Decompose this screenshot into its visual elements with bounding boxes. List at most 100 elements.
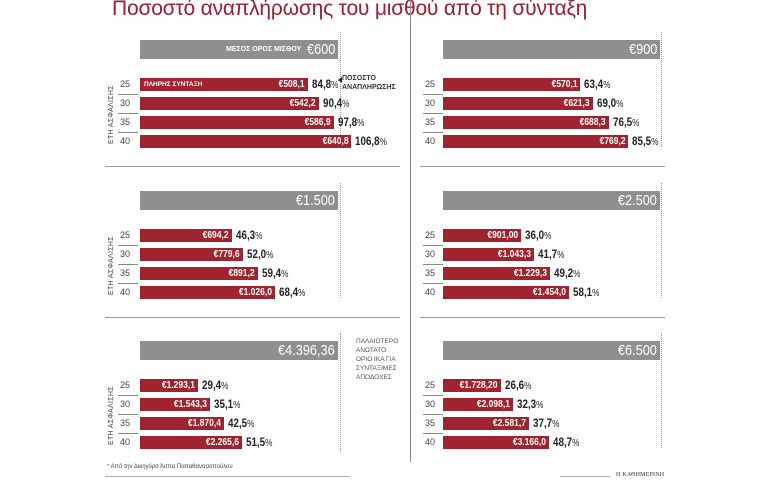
- replacement-rate-label: 26,6%: [505, 379, 531, 393]
- tick-separator: [118, 414, 138, 415]
- percent-sign: %: [536, 400, 544, 411]
- salary-value: €900: [628, 41, 657, 58]
- replacement-rate-value: 46,3: [235, 228, 255, 242]
- replacement-rate-value: 76,5: [612, 115, 633, 129]
- tick-separator: [423, 113, 443, 114]
- bar-value-label: €779,6: [213, 249, 240, 260]
- replacement-rate-value: 29,4: [202, 378, 222, 392]
- replacement-rate-value: 69,0: [596, 96, 616, 110]
- percent-annotation-line1: ΠΟΣΟΣΤΟ: [342, 75, 376, 82]
- percent-sign: %: [330, 80, 339, 91]
- tick-separator: [423, 264, 443, 265]
- percent-sign: %: [603, 80, 611, 91]
- tick-separator: [118, 132, 138, 133]
- cap-note: ΠΑΛΑΙΟΤΕΡΟ ΑΝΩΤΑΤΟ ΟΡΙΟ ΙΚΑ ΓΙΑ ΣΥΝΤΑΞΙΜ…: [356, 337, 398, 382]
- pension-bar: €2.581,7: [443, 417, 530, 430]
- y-axis-label: ΕΤΗ ΑΣΦΑΛΙΣΗΣ: [108, 85, 115, 144]
- bar-value-label: €1.229,3: [513, 268, 547, 279]
- tick-separator: [423, 245, 443, 246]
- replacement-rate-value: 51,5: [246, 435, 266, 449]
- replacement-rate-label: 49,2%: [554, 267, 580, 281]
- salary-reference-bar: €600 ΜΕΣΟΣ ΟΡΟΣ ΜΙΣΘΟΥ: [140, 40, 338, 59]
- tick-label-years: 35: [120, 268, 131, 278]
- footer-line: [105, 476, 350, 477]
- bar-value-label: €769,2: [599, 136, 626, 147]
- percent-sign: %: [265, 438, 273, 449]
- percent-sign: %: [523, 381, 532, 392]
- replacement-rate-label: 68,4%: [279, 286, 305, 300]
- footer-line: [560, 476, 610, 477]
- replacement-rate-value: 37,7: [533, 416, 553, 430]
- tick-label-years: 30: [120, 98, 131, 108]
- tick-separator: [118, 395, 138, 396]
- pension-bar: €1.026,0: [140, 286, 276, 299]
- pension-bar: €1.454,0: [443, 286, 570, 299]
- tick-label-years: 25: [425, 79, 436, 89]
- tick-label-years: 35: [120, 117, 131, 127]
- bar-value-label: €1.026,0: [239, 287, 273, 298]
- percent-sign: %: [356, 118, 365, 129]
- pension-bar: €621,3: [443, 97, 593, 110]
- replacement-rate-label: 29,4%: [202, 379, 228, 393]
- replacement-rate-label: 84,8%: [312, 78, 338, 92]
- replacement-rate-value: 84,8: [311, 77, 331, 91]
- pension-bar: €891,2: [140, 267, 258, 280]
- pension-bar: €1.043,3: [443, 248, 534, 261]
- bar-value-label: €542,2: [289, 98, 316, 109]
- replacement-rate-value: 63,4: [584, 77, 604, 91]
- tick-label-years: 25: [120, 79, 131, 89]
- replacement-rate-label: 85,5%: [632, 135, 658, 149]
- tick-label-years: 40: [425, 136, 436, 146]
- cap-note-line: ΟΡΙΟ ΙΚΑ ΓΙΑ: [356, 356, 396, 363]
- replacement-rate-value: 68,4: [279, 285, 299, 299]
- y-axis-label: ΕΤΗ ΑΣΦΑΛΙΣΗΣ: [108, 236, 115, 295]
- salary-reference-bar: €1.500: [140, 191, 338, 210]
- pension-bar: €640,8: [140, 135, 352, 148]
- horizontal-divider: [105, 166, 400, 167]
- replacement-rate-value: 58,1: [573, 285, 593, 299]
- replacement-rate-label: 52,0%: [247, 248, 273, 262]
- percent-sign: %: [572, 269, 581, 280]
- tick-label-years: 25: [425, 230, 436, 240]
- percent-sign: %: [247, 419, 255, 430]
- tick-separator: [423, 414, 443, 415]
- bar-value-label: €1.043,3: [497, 249, 531, 260]
- bar-value-label: €621,3: [563, 98, 590, 109]
- replacement-rate-value: 41,7: [537, 247, 557, 261]
- horizontal-divider: [105, 317, 400, 318]
- replacement-rate-label: 90,4%: [323, 97, 349, 111]
- bar-value-label: €1.728,20: [459, 380, 498, 391]
- salary-reference-bar: €900: [443, 40, 660, 59]
- salary-reference-bar: €4.396,36: [140, 341, 338, 360]
- percent-sign: %: [571, 438, 580, 449]
- pension-bar: €1.870,4: [140, 417, 225, 430]
- percent-sign: %: [254, 231, 263, 242]
- replacement-rate-value: 49,2: [553, 266, 573, 280]
- percent-annotation-line2: ΑΝΑΠΛΗΡΩΣΗΣ: [342, 84, 396, 91]
- replacement-rate-value: 85,5: [632, 134, 652, 148]
- bar-value-label: €901,00: [487, 230, 519, 241]
- replacement-rate-label: 46,3%: [236, 229, 262, 243]
- replacement-rate-label: 59,4%: [262, 267, 288, 281]
- replacement-rate-value: 106,8: [355, 134, 381, 148]
- replacement-rate-label: 51,5%: [246, 436, 272, 450]
- tick-label-years: 30: [425, 98, 436, 108]
- replacement-rate-label: 35,1%: [214, 398, 240, 412]
- bar-value-label: €1.454,0: [533, 287, 567, 298]
- percent-sign: %: [651, 137, 659, 148]
- percent-sign: %: [298, 288, 306, 299]
- pension-bar: €769,2: [443, 135, 629, 148]
- replacement-rate-value: 36,0: [525, 228, 545, 242]
- pension-bar: €1.728,20: [443, 379, 501, 392]
- salary-value: €4.396,36: [278, 342, 335, 359]
- bar-value-label: €1.543,3: [173, 399, 207, 410]
- replacement-rate-label: 42,5%: [228, 417, 254, 431]
- pension-bar: €694,2: [140, 229, 232, 242]
- replacement-rate-label: 37,7%: [533, 417, 559, 431]
- tick-label-years: 25: [120, 380, 131, 390]
- salary-value: €2.500: [617, 192, 657, 209]
- replacement-rate-value: 42,5: [228, 416, 248, 430]
- bar-value-label: €508,1: [278, 79, 305, 90]
- replacement-rate-label: 41,7%: [538, 248, 564, 262]
- cap-note-line: ΣΥΝΤΑΞΙΜΕΣ: [356, 365, 397, 372]
